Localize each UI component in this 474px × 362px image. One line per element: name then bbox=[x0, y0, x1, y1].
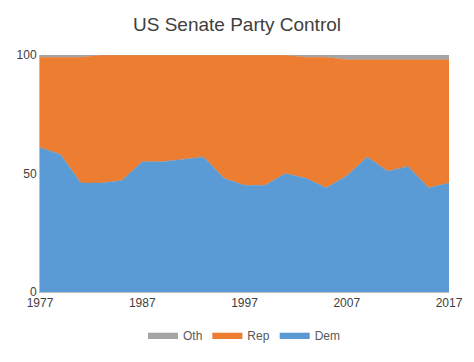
svg-text:Dem: Dem bbox=[315, 329, 340, 343]
svg-text:2017: 2017 bbox=[436, 296, 463, 310]
svg-text:1987: 1987 bbox=[129, 296, 156, 310]
svg-text:Rep: Rep bbox=[247, 329, 269, 343]
svg-text:Oth: Oth bbox=[183, 329, 202, 343]
svg-text:100: 100 bbox=[17, 48, 37, 62]
svg-text:1977: 1977 bbox=[27, 296, 54, 310]
svg-text:1997: 1997 bbox=[231, 296, 258, 310]
svg-text:50: 50 bbox=[23, 167, 37, 181]
svg-text:0: 0 bbox=[30, 285, 37, 299]
svg-text:2007: 2007 bbox=[333, 296, 360, 310]
svg-text:US Senate Party Control: US Senate Party Control bbox=[133, 14, 341, 35]
